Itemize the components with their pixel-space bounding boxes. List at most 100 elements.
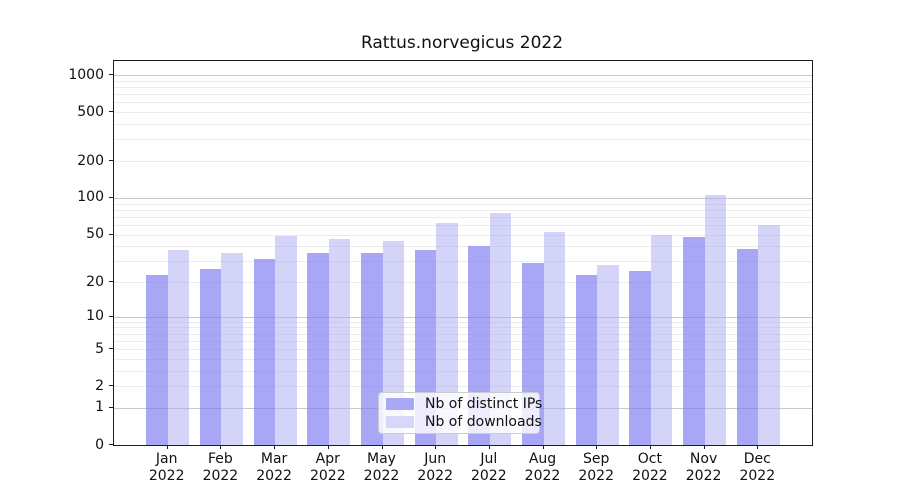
gridline-minor-400	[114, 124, 812, 125]
gridline-minor-7	[114, 333, 812, 335]
y-tick-mark-10	[109, 315, 113, 317]
gridline-50	[114, 234, 812, 236]
gridline-minor-80	[114, 209, 812, 211]
x-tick-mark-apr	[327, 445, 329, 449]
gridline-1000	[114, 75, 812, 76]
legend: Nb of distinct IPs Nb of downloads	[378, 392, 543, 434]
legend-swatch-downloads	[386, 416, 414, 428]
y-tick-label-20: 20	[86, 273, 104, 290]
x-tick-label-apr: Apr 2022	[309, 451, 346, 484]
y-tick-label-50: 50	[86, 226, 104, 242]
gridline-5	[114, 349, 812, 351]
x-tick-label-feb: Feb 2022	[202, 451, 239, 484]
bar-distinct-ips-jan	[146, 274, 168, 445]
bar-downloads-oct	[650, 234, 673, 445]
bar-distinct-ips-apr	[307, 253, 329, 445]
gridline-20	[114, 282, 812, 283]
y-tick-mark-100	[109, 196, 113, 198]
bar-distinct-ips-oct	[629, 270, 651, 445]
y-tick-label-500: 500	[77, 103, 104, 120]
x-tick-mark-mar	[274, 445, 276, 449]
y-tick-mark-20	[109, 281, 113, 282]
gridline-minor-900	[114, 80, 812, 82]
x-tick-mark-jun	[435, 445, 437, 449]
y-tick-mark-2	[109, 385, 113, 387]
gridline-minor-60	[114, 224, 812, 226]
y-tick-mark-1	[109, 406, 113, 408]
legend-label-downloads: Nb of downloads	[425, 414, 542, 430]
y-tick-mark-1000	[109, 74, 113, 75]
gridline-minor-40	[114, 246, 812, 248]
gridline-minor-4	[114, 358, 812, 360]
x-tick-label-aug: Aug 2022	[524, 451, 561, 484]
x-tick-label-nov: Nov 2022	[685, 451, 722, 484]
gridline-minor-3	[114, 370, 812, 372]
x-tick-mark-jan	[166, 445, 168, 449]
gridline-2	[114, 386, 812, 388]
bar-downloads-jan	[167, 250, 190, 445]
x-tick-mark-oct	[649, 445, 651, 449]
bar-downloads-nov	[704, 195, 727, 445]
x-tick-label-sep: Sep 2022	[578, 451, 614, 484]
x-tick-label-may: May 2022	[363, 451, 400, 484]
bar-distinct-ips-nov	[683, 236, 705, 445]
bar-downloads-apr	[328, 238, 351, 445]
x-tick-label-dec: Dec 2022	[739, 451, 776, 484]
bar-downloads-mar	[275, 235, 297, 445]
bar-distinct-ips-mar	[253, 259, 276, 445]
gridline-minor-800	[114, 87, 812, 88]
y-tick-label-5: 5	[95, 340, 104, 357]
legend-swatch-distinct-ips	[386, 398, 414, 410]
bar-distinct-ips-may	[361, 253, 383, 445]
bar-distinct-ips-dec	[736, 248, 759, 445]
y-tick-mark-50	[109, 233, 113, 235]
x-tick-mark-feb	[220, 445, 222, 449]
gridline-minor-8	[114, 327, 812, 329]
y-tick-mark-5	[109, 348, 113, 350]
gridline-minor-70	[114, 216, 812, 218]
y-tick-label-100: 100	[77, 189, 104, 206]
x-tick-mark-jul	[488, 445, 490, 449]
y-tick-label-200: 200	[77, 152, 104, 169]
x-tick-mark-dec	[757, 445, 759, 449]
bar-downloads-aug	[543, 232, 565, 445]
gridline-200	[114, 161, 812, 162]
y-tick-mark-200	[109, 160, 113, 161]
x-tick-mark-may	[381, 445, 383, 449]
gridline-500	[114, 112, 812, 114]
x-tick-mark-aug	[542, 445, 544, 449]
x-tick-label-mar: Mar 2022	[256, 451, 292, 484]
gridline-10	[114, 316, 812, 318]
legend-label-distinct-ips: Nb of distinct IPs	[425, 396, 543, 412]
y-tick-mark-0	[109, 444, 113, 445]
gridline-minor-600	[114, 102, 812, 104]
bar-distinct-ips-feb	[199, 268, 222, 445]
gridline-minor-30	[114, 261, 812, 263]
y-tick-label-1000: 1000	[68, 66, 104, 83]
x-tick-mark-nov	[703, 445, 705, 449]
bar-downloads-feb	[221, 253, 243, 445]
y-tick-label-1: 1	[95, 399, 104, 416]
legend-item-distinct-ips: Nb of distinct IPs	[379, 396, 543, 412]
gridline-minor-300	[114, 139, 812, 141]
y-tick-mark-500	[109, 111, 113, 113]
legend-item-downloads: Nb of downloads	[379, 414, 542, 430]
bar-downloads-dec	[758, 224, 780, 445]
gridline-100	[114, 197, 812, 199]
bar-downloads-jul	[489, 213, 512, 445]
x-tick-mark-sep	[596, 445, 598, 449]
gridline-minor-90	[114, 203, 812, 205]
bar-downloads-sep	[597, 264, 619, 445]
chart-title: Rattus.norvegicus 2022	[360, 33, 564, 53]
y-tick-label-2: 2	[95, 377, 104, 394]
gridline-minor-9	[114, 321, 812, 323]
x-tick-label-jan: Jan 2022	[148, 451, 185, 484]
x-tick-label-oct: Oct 2022	[632, 451, 668, 484]
y-tick-label-10: 10	[86, 308, 104, 325]
x-tick-label-jun: Jun 2022	[417, 451, 453, 484]
bar-distinct-ips-sep	[575, 274, 598, 445]
gridline-minor-6	[114, 340, 812, 342]
y-tick-label-0: 0	[95, 436, 104, 453]
x-tick-label-jul: Jul 2022	[470, 451, 507, 484]
